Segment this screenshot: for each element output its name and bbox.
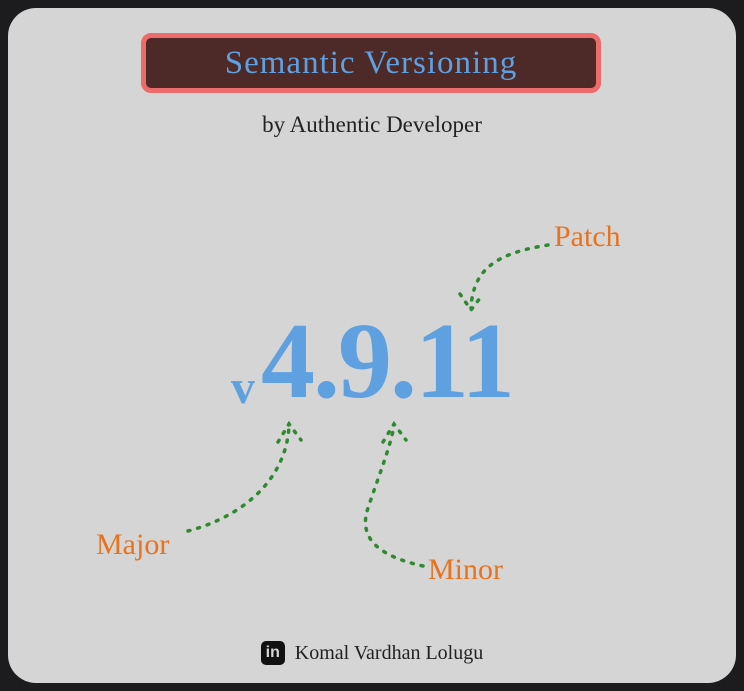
label-major: Major (96, 528, 169, 562)
author-name: Komal Vardhan Lolugu (295, 642, 484, 665)
footer: in Komal Vardhan Lolugu (8, 641, 736, 665)
title-box: Semantic Versioning (141, 33, 601, 93)
label-patch: Patch (554, 220, 621, 254)
label-minor: Minor (428, 553, 503, 587)
version-prefix: v (231, 360, 255, 415)
arrowhead-minor (383, 424, 406, 442)
version-patch: 11 (415, 302, 513, 421)
version-sep1: . (313, 302, 338, 421)
subtitle: by Authentic Developer (8, 112, 736, 138)
version-minor: 9 (338, 302, 390, 421)
linkedin-icon: in (261, 641, 285, 665)
arrow-major (188, 426, 289, 531)
arrowhead-major (278, 424, 301, 442)
arrow-patch (471, 245, 548, 308)
version-string: v4.9.11 (8, 308, 736, 416)
version-sep2: . (390, 302, 415, 421)
version-major: 4 (261, 302, 313, 421)
diagram-canvas: Semantic Versioning by Authentic Develop… (8, 8, 736, 683)
arrow-minor (365, 426, 423, 566)
title-text: Semantic Versioning (225, 45, 517, 82)
